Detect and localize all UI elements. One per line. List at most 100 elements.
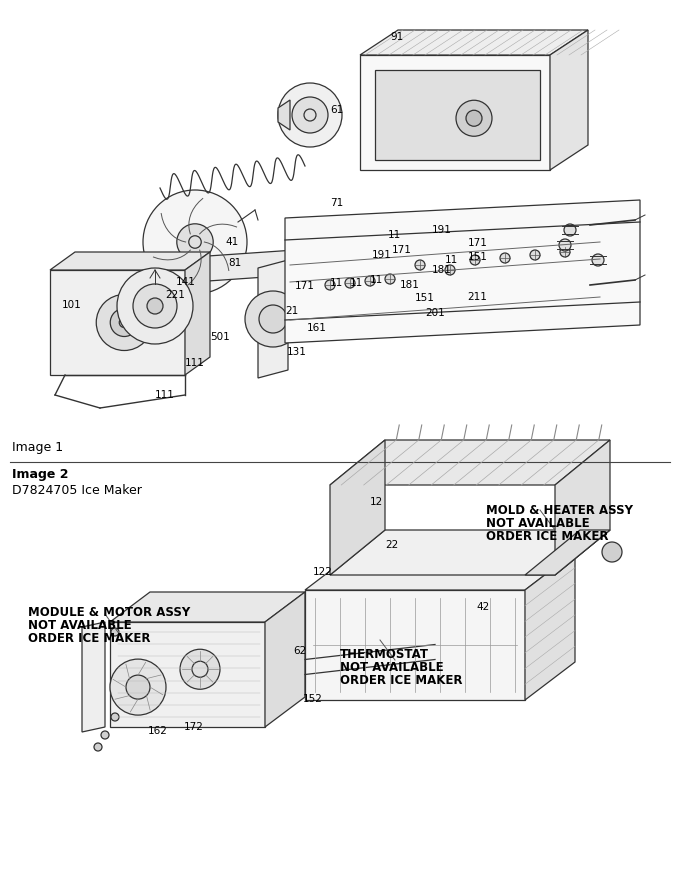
- Circle shape: [143, 190, 247, 294]
- Text: Image 2: Image 2: [12, 468, 69, 481]
- Polygon shape: [320, 637, 335, 656]
- Circle shape: [292, 97, 328, 133]
- Text: 21: 21: [285, 306, 299, 316]
- Circle shape: [466, 110, 482, 126]
- Circle shape: [530, 250, 540, 260]
- Circle shape: [456, 100, 492, 136]
- Circle shape: [126, 675, 150, 699]
- Circle shape: [559, 239, 571, 251]
- Text: NOT AVAILABLE: NOT AVAILABLE: [486, 517, 590, 530]
- Circle shape: [602, 542, 622, 562]
- Circle shape: [560, 247, 570, 257]
- Text: 152: 152: [303, 694, 323, 704]
- Polygon shape: [330, 440, 385, 575]
- Polygon shape: [285, 200, 640, 343]
- Polygon shape: [550, 30, 588, 170]
- Text: ORDER ICE MAKER: ORDER ICE MAKER: [28, 632, 150, 645]
- Polygon shape: [265, 592, 305, 727]
- Text: 11: 11: [350, 278, 363, 288]
- Text: NOT AVAILABLE: NOT AVAILABLE: [340, 661, 443, 674]
- Text: 171: 171: [392, 245, 412, 255]
- Text: 151: 151: [468, 252, 488, 262]
- Text: 11: 11: [388, 230, 401, 240]
- Text: 172: 172: [184, 722, 204, 732]
- Text: 122: 122: [313, 567, 333, 577]
- Polygon shape: [375, 70, 540, 160]
- Circle shape: [385, 274, 395, 284]
- Text: 11: 11: [445, 255, 458, 265]
- Circle shape: [259, 305, 287, 333]
- Text: 501: 501: [210, 332, 230, 342]
- Text: 81: 81: [228, 258, 241, 268]
- Text: 62: 62: [293, 646, 306, 656]
- Text: 11: 11: [370, 275, 384, 285]
- Polygon shape: [360, 55, 550, 170]
- Text: ORDER ICE MAKER: ORDER ICE MAKER: [340, 674, 462, 687]
- Text: 221: 221: [165, 290, 185, 300]
- Text: 71: 71: [330, 198, 343, 208]
- Circle shape: [278, 83, 342, 147]
- Circle shape: [592, 254, 604, 266]
- Text: 191: 191: [432, 225, 452, 235]
- Text: ORDER ICE MAKER: ORDER ICE MAKER: [486, 530, 609, 543]
- Polygon shape: [258, 260, 288, 378]
- Circle shape: [101, 731, 109, 739]
- Polygon shape: [50, 270, 185, 375]
- Circle shape: [245, 291, 301, 347]
- Polygon shape: [305, 552, 575, 590]
- Text: 41: 41: [225, 237, 238, 247]
- Text: 151: 151: [415, 293, 435, 303]
- Circle shape: [111, 628, 119, 636]
- Text: 111: 111: [185, 358, 205, 368]
- Polygon shape: [185, 252, 210, 375]
- Text: 11: 11: [330, 278, 343, 288]
- Circle shape: [133, 284, 177, 328]
- Circle shape: [564, 224, 576, 236]
- Circle shape: [415, 260, 425, 270]
- Circle shape: [111, 713, 119, 721]
- Text: 211: 211: [467, 292, 487, 302]
- Text: 171: 171: [468, 238, 488, 248]
- Text: 161: 161: [307, 323, 327, 333]
- Polygon shape: [278, 100, 290, 130]
- Polygon shape: [50, 252, 210, 270]
- Circle shape: [365, 276, 375, 286]
- Text: 162: 162: [148, 726, 168, 736]
- Circle shape: [325, 280, 335, 290]
- Text: MOLD & HEATER ASSY: MOLD & HEATER ASSY: [486, 504, 633, 517]
- Text: 42: 42: [476, 602, 489, 612]
- Circle shape: [110, 659, 166, 715]
- Text: Image 1: Image 1: [12, 441, 63, 454]
- Polygon shape: [330, 530, 610, 575]
- Text: 181: 181: [432, 265, 452, 275]
- Polygon shape: [110, 622, 265, 727]
- Text: 12: 12: [370, 497, 384, 507]
- Circle shape: [110, 309, 138, 336]
- Circle shape: [117, 268, 193, 344]
- Circle shape: [97, 295, 152, 350]
- Text: 111: 111: [155, 390, 175, 400]
- Text: 91: 91: [390, 32, 403, 42]
- Text: 191: 191: [372, 250, 392, 260]
- Text: 141: 141: [176, 277, 196, 287]
- Circle shape: [180, 649, 220, 689]
- Text: 131: 131: [287, 347, 307, 357]
- Polygon shape: [150, 250, 295, 285]
- Circle shape: [177, 224, 214, 260]
- Circle shape: [147, 298, 163, 314]
- Circle shape: [345, 278, 355, 288]
- Text: 201: 201: [425, 308, 445, 318]
- Text: D7824705 Ice Maker: D7824705 Ice Maker: [12, 484, 142, 497]
- Text: THERMOSTAT: THERMOSTAT: [340, 648, 429, 661]
- Circle shape: [500, 253, 510, 263]
- Polygon shape: [525, 530, 610, 575]
- Text: 181: 181: [400, 280, 420, 290]
- Text: MODULE & MOTOR ASSY: MODULE & MOTOR ASSY: [28, 606, 190, 619]
- Circle shape: [445, 265, 455, 275]
- Polygon shape: [110, 592, 305, 622]
- Text: 171: 171: [295, 281, 315, 291]
- Polygon shape: [305, 590, 525, 700]
- Polygon shape: [525, 552, 575, 700]
- Polygon shape: [360, 30, 588, 55]
- Circle shape: [94, 743, 102, 751]
